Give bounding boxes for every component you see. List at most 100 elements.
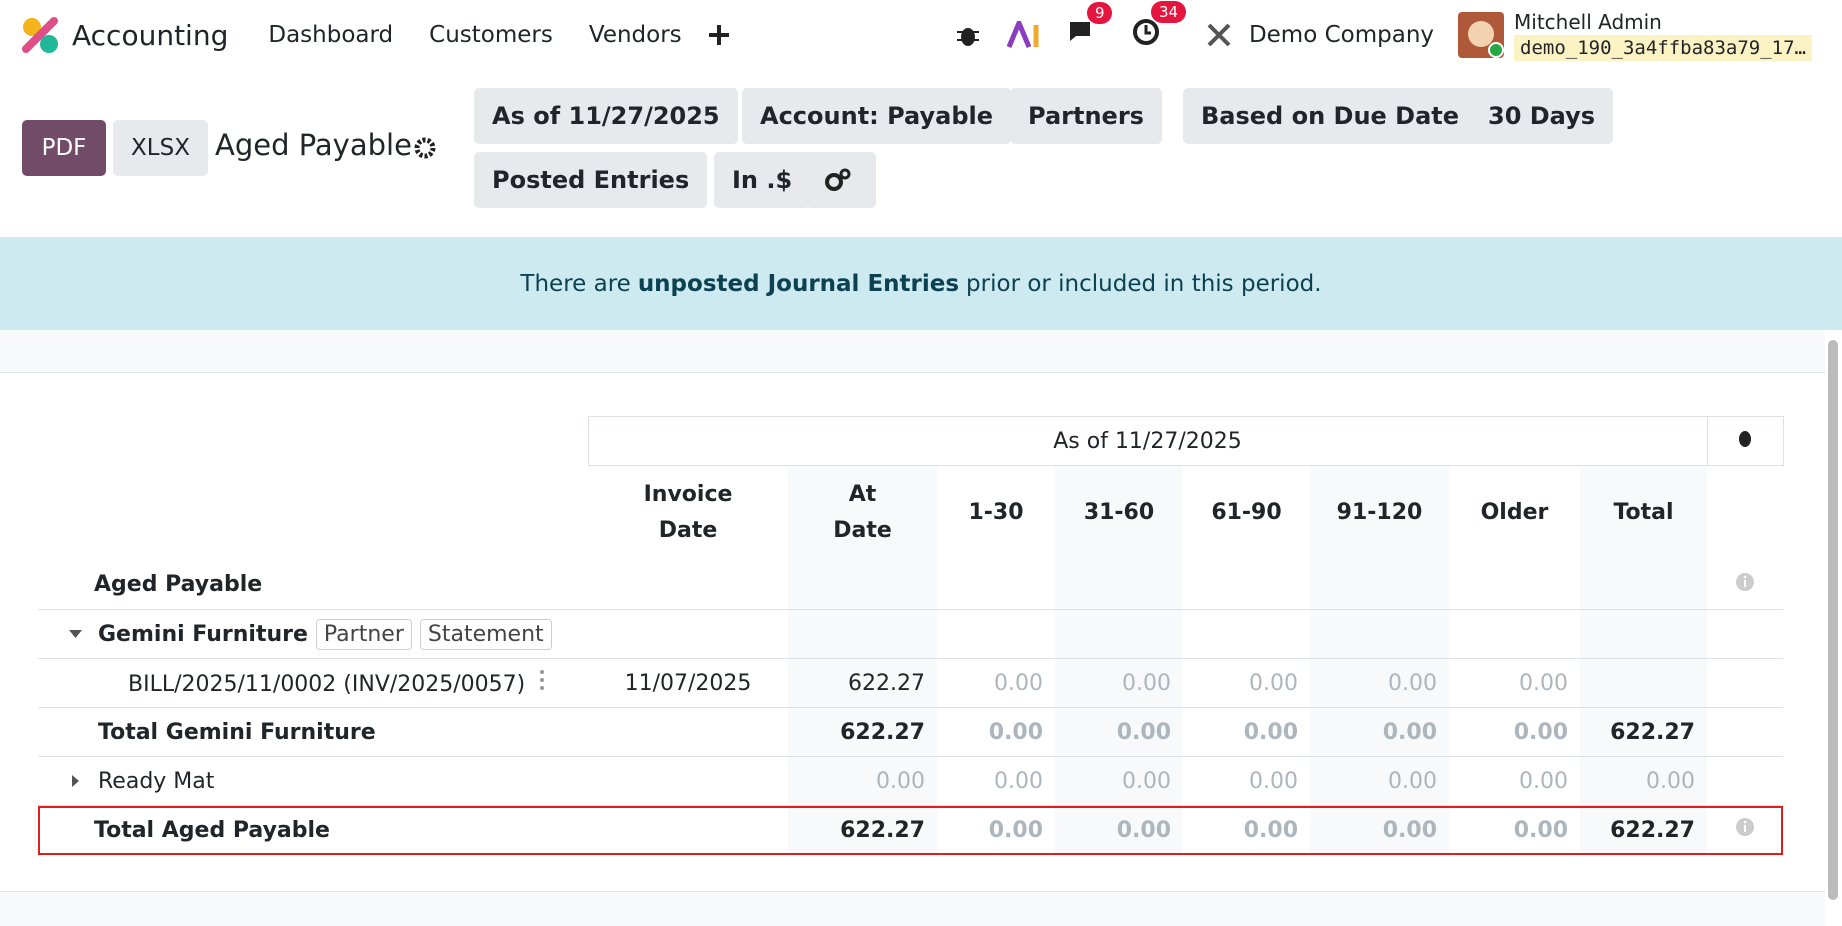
empty-cell <box>1449 561 1580 610</box>
filter[interactable]: Account: Payable <box>742 88 1012 144</box>
row-menu[interactable] <box>539 669 545 691</box>
column-title: At Date <box>833 482 892 544</box>
report-row: Ready Mat 0.00 0.00 0.00 0.00 0.00 0.00 0.00 <box>38 756 1783 806</box>
activities[interactable]: 34 <box>1131 1 1187 53</box>
row-label[interactable]: Gemini Furniture Partner Statement <box>38 609 588 659</box>
filter[interactable]: Partners <box>1010 88 1162 144</box>
empty-cell <box>1310 609 1449 659</box>
column-title: 31-60 <box>1083 500 1155 526</box>
column-header[interactable]: Older <box>1449 466 1580 561</box>
caret[interactable] <box>68 627 84 641</box>
row-label[interactable]: BILL/2025/11/0002 (INV/2025/0057) <box>38 658 588 708</box>
amount: 0.00 <box>1310 805 1449 855</box>
info-cell[interactable] <box>1707 561 1783 610</box>
report-table: As of 11/27/2025 Invoice Date At Date 1-30 3… <box>38 416 1784 855</box>
row-label[interactable]: Ready Mat <box>38 756 588 806</box>
column-header[interactable]: Invoice Date <box>588 466 788 561</box>
column-header[interactable]: 31-60 <box>1055 465 1183 561</box>
filter[interactable]: In .$ <box>714 152 811 208</box>
column-header[interactable]: 91-120 <box>1310 465 1449 561</box>
amount: 622.27 <box>1580 805 1707 855</box>
column-header[interactable]: 61-90 <box>1183 466 1310 561</box>
period-row: As of 11/27/2025 <box>38 416 1784 466</box>
user-block[interactable]: Mitchell Admin demo_190_3a4ffba83a79_17… <box>1514 9 1812 61</box>
amount: 0.00 <box>1449 756 1580 806</box>
messages[interactable]: 9 <box>1067 2 1113 52</box>
column-title: 61-90 <box>1211 500 1282 526</box>
amount: 0.00 <box>937 658 1055 708</box>
label-text: Total Aged Payable <box>94 817 330 843</box>
empty-cell <box>1055 609 1183 659</box>
label-text: Ready Mat <box>98 768 215 794</box>
column-header[interactable]: Total <box>1580 465 1707 561</box>
amount: 0.00 <box>1449 805 1580 855</box>
avatar[interactable] <box>1458 12 1505 58</box>
tag[interactable]: Statement <box>419 618 552 650</box>
options-button[interactable] <box>806 152 876 208</box>
label-text: Gemini Furniture <box>98 621 308 647</box>
info-cell <box>1707 658 1783 708</box>
column-title: Invoice Date <box>643 482 733 544</box>
empty-cell <box>1310 560 1449 610</box>
menu-item[interactable]: Customers <box>429 22 553 48</box>
info-cell[interactable] <box>1707 805 1783 855</box>
amount: 0.00 <box>1183 707 1310 757</box>
empty-cell <box>937 609 1055 659</box>
column-title: 91-120 <box>1336 500 1423 526</box>
new-icon[interactable] <box>706 22 732 48</box>
empty-cell <box>788 560 937 610</box>
spacer <box>38 466 588 561</box>
report: As of 11/27/2025 Invoice Date At Date 1-30 3… <box>0 372 1825 892</box>
label-text: Total Gemini Furniture <box>98 719 376 745</box>
amount: 0.00 <box>1310 658 1449 708</box>
spacer <box>38 417 588 466</box>
caret[interactable] <box>68 774 84 788</box>
amount: 0.00 <box>1183 805 1310 855</box>
tag[interactable]: Partner <box>315 618 412 650</box>
column-title: Total <box>1613 500 1674 526</box>
amount: 0.00 <box>937 756 1055 806</box>
activities-icon <box>1132 19 1159 45</box>
user-name: Mitchell Admin <box>1514 10 1662 34</box>
amount: 11/07/2025 <box>588 658 788 708</box>
filter[interactable]: 30 Days <box>1470 88 1614 144</box>
empty-cell <box>1449 609 1580 659</box>
alert: There are unposted Journal Entries prior o… <box>0 237 1842 330</box>
company[interactable]: Demo Company <box>1248 22 1435 48</box>
debug-icon <box>1739 431 1751 447</box>
filter[interactable]: As of 11/27/2025 <box>474 88 738 144</box>
filter-label: Posted Entries <box>492 166 690 194</box>
amount: 622.27 <box>1580 707 1707 757</box>
debug-cell[interactable] <box>1706 416 1784 466</box>
app-name[interactable]: Accounting <box>72 18 229 52</box>
ai-icon[interactable] <box>1006 21 1041 49</box>
report-settings[interactable] <box>413 136 437 160</box>
report-row: Total Gemini Furniture 622.27 0.00 0.00 0.00… <box>38 707 1783 757</box>
column-title: Older <box>1480 500 1549 526</box>
report-row: Total Aged Payable 622.27 0.00 0.00 0.00 0.00… <box>38 805 1783 855</box>
app-logo <box>22 17 58 53</box>
column-header[interactable]: At Date <box>788 465 937 561</box>
filter-label: In .$ <box>732 166 793 194</box>
filter[interactable]: Based on Due Date <box>1183 88 1478 144</box>
alert-link[interactable]: unposted Journal Entries <box>637 270 960 297</box>
amount: 0.00 <box>1310 707 1449 757</box>
messages-icon <box>1069 22 1090 41</box>
label-text: Aged Payable <box>94 572 263 598</box>
empty-cell <box>1183 609 1310 659</box>
filter-label: As of 11/27/2025 <box>492 102 720 130</box>
filter[interactable]: Posted Entries <box>474 152 708 208</box>
menu-item[interactable]: Vendors <box>588 22 682 48</box>
menu-item[interactable]: Dashboard <box>268 22 394 48</box>
control-panel: PDF XLSX Aged Payable As of 11/27/2025 Ac… <box>22 88 1802 218</box>
amount: 0.00 <box>1183 756 1310 806</box>
settings-icon[interactable] <box>1205 21 1233 49</box>
column-header[interactable]: 1-30 <box>937 466 1055 561</box>
pdf-button[interactable]: PDF <box>22 120 106 176</box>
report-title: Aged Payable <box>215 128 412 162</box>
amount: 0.00 <box>1310 756 1449 806</box>
xlsx-button[interactable]: XLSX <box>113 120 208 176</box>
debug-icon[interactable] <box>955 22 981 48</box>
empty-cell <box>1055 560 1183 610</box>
